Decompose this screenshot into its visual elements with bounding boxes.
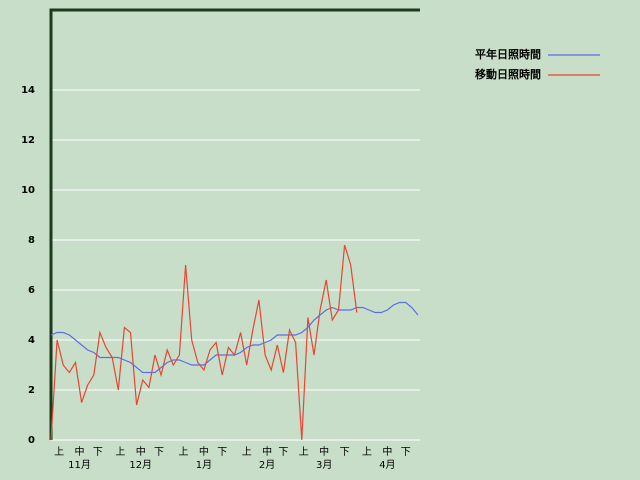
legend-label: 移動日照時間 bbox=[475, 67, 541, 81]
x-group-label: 2月 bbox=[259, 459, 275, 471]
y-tick-label: 2 bbox=[28, 385, 35, 396]
y-tick-label: 4 bbox=[28, 335, 35, 346]
x-group-label: 4月 bbox=[379, 459, 395, 471]
x-tick-label: 中 bbox=[319, 445, 329, 458]
x-tick-label: 上 bbox=[179, 446, 189, 458]
x-tick-label: 下 bbox=[217, 447, 227, 458]
axis-frame bbox=[49, 8, 420, 440]
y-tick-label: 6 bbox=[28, 285, 35, 296]
x-tick-label: 上 bbox=[115, 446, 125, 458]
x-tick-label: 中 bbox=[136, 445, 146, 458]
x-tick-label: 下 bbox=[340, 447, 350, 458]
y-tick-label: 0 bbox=[28, 435, 35, 446]
x-tick-label: 上 bbox=[362, 446, 372, 458]
x-tick-label: 上 bbox=[299, 446, 309, 458]
y-tick-label: 8 bbox=[28, 235, 35, 246]
x-tick-label: 上 bbox=[242, 446, 252, 458]
x-tick-label: 中 bbox=[199, 445, 209, 458]
legend-label: 平年日照時間 bbox=[475, 47, 541, 61]
series-line bbox=[50, 244, 358, 441]
y-tick-label: 10 bbox=[21, 185, 35, 196]
series-line bbox=[50, 301, 419, 374]
x-group-label: 11月 bbox=[68, 459, 91, 471]
x-group-label: 3月 bbox=[316, 459, 332, 471]
x-tick-label: 下 bbox=[401, 447, 411, 458]
x-tick-label: 上 bbox=[54, 446, 64, 458]
y-tick-label: 14 bbox=[21, 85, 35, 96]
x-tick-label: 下 bbox=[93, 447, 103, 458]
x-tick-label: 下 bbox=[154, 447, 164, 458]
x-tick-label: 中 bbox=[262, 445, 272, 458]
x-tick-label: 中 bbox=[75, 445, 85, 458]
x-group-label: 12月 bbox=[129, 459, 152, 471]
x-group-label: 1月 bbox=[196, 459, 212, 471]
x-tick-label: 中 bbox=[382, 445, 392, 458]
y-tick-label: 12 bbox=[21, 135, 35, 146]
x-tick-label: 下 bbox=[278, 447, 288, 458]
